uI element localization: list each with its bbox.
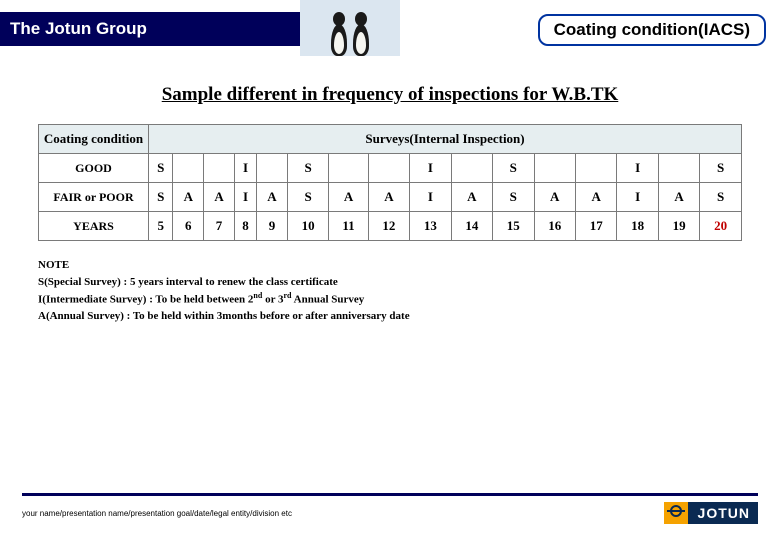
penguin-image <box>300 0 400 56</box>
row-good: GOOD S I S I S I S <box>39 154 742 183</box>
inspection-table: Coating condition Surveys(Internal Inspe… <box>0 124 780 241</box>
col-header-condition: Coating condition <box>39 125 149 154</box>
note-line-a: A(Annual Survey) : To be held within 3mo… <box>38 308 742 325</box>
row-fair: FAIR or POOR S A A I A S A A I A S A A I… <box>39 183 742 212</box>
note-line-i: I(Intermediate Survey) : To be held betw… <box>38 290 742 308</box>
col-header-surveys: Surveys(Internal Inspection) <box>149 125 742 154</box>
title-pill: Coating condition(IACS) <box>538 14 766 46</box>
jotun-logo: JOTUN <box>664 502 758 524</box>
header: The Jotun Group Coating condition(IACS) <box>0 0 780 56</box>
jotun-logo-text: JOTUN <box>690 502 758 524</box>
footer: your name/presentation name/presentation… <box>0 493 780 524</box>
group-name: The Jotun Group <box>10 19 147 39</box>
footer-divider <box>22 493 758 496</box>
note-title: NOTE <box>38 257 742 274</box>
jotun-logo-icon <box>664 502 690 524</box>
note-block: NOTE S(Special Survey) : 5 years interva… <box>0 257 780 325</box>
main-title: Sample different in frequency of inspect… <box>0 84 780 106</box>
note-line-s: S(Special Survey) : 5 years interval to … <box>38 274 742 291</box>
row-years: YEARS 5 6 7 8 9 10 11 12 13 14 15 16 17 … <box>39 212 742 241</box>
brand-strip: The Jotun Group <box>0 12 300 46</box>
footer-text: your name/presentation name/presentation… <box>22 509 292 518</box>
